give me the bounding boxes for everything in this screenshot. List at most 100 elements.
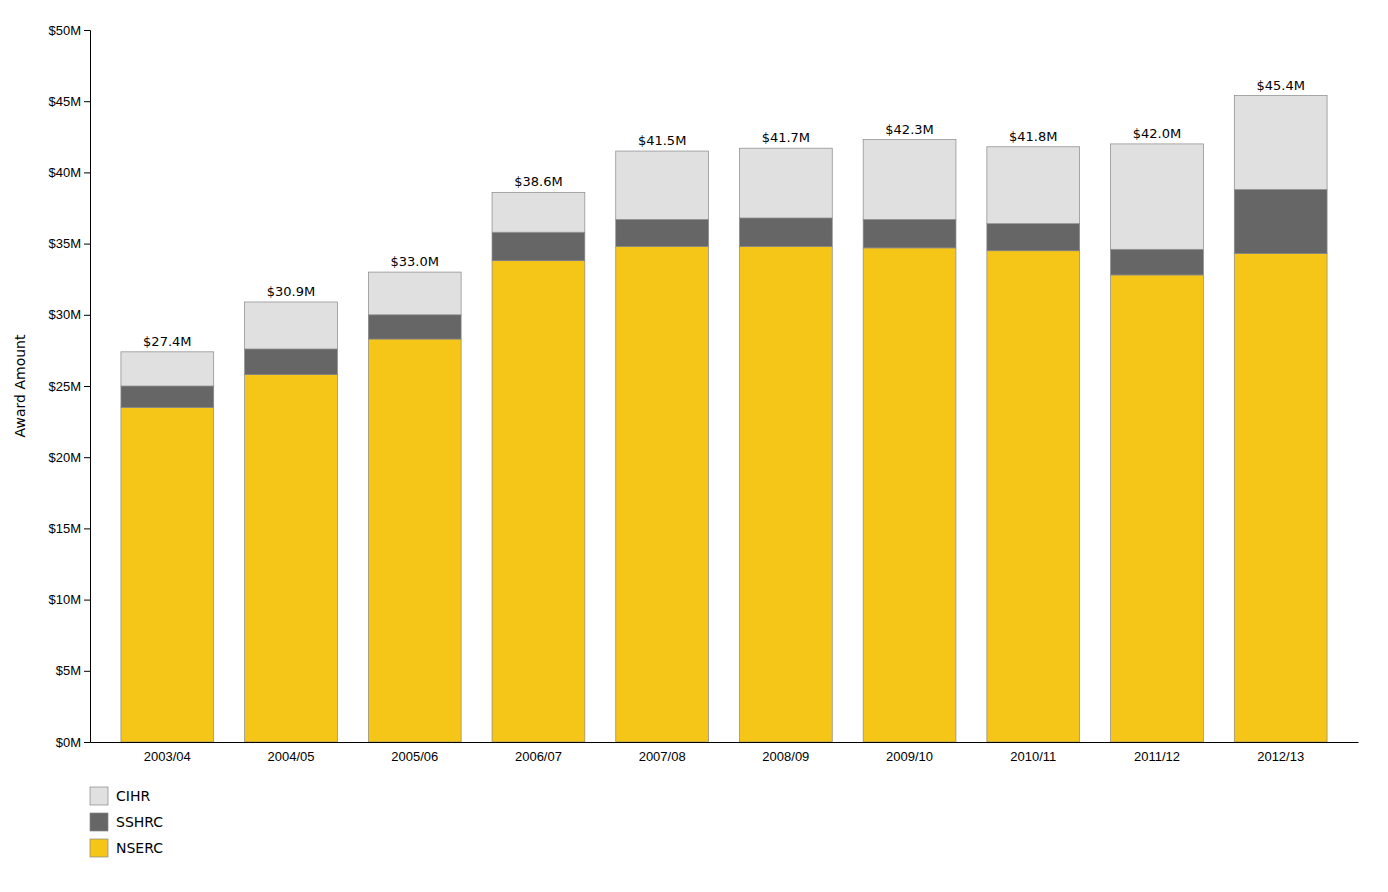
tick-mark bbox=[84, 244, 90, 245]
legend-item: NSERC bbox=[90, 839, 163, 857]
tick-label: 2004/05 bbox=[268, 749, 315, 764]
x-tick: 2009/10 bbox=[886, 749, 933, 764]
tick-mark bbox=[84, 30, 90, 31]
legend-item: SSHRC bbox=[90, 813, 163, 831]
bar bbox=[739, 148, 832, 218]
tick-label: 2007/08 bbox=[639, 749, 686, 764]
tick-mark bbox=[84, 386, 90, 387]
y-tick: $30M bbox=[48, 307, 90, 322]
tick-label: 2006/07 bbox=[515, 749, 562, 764]
bar bbox=[739, 218, 832, 246]
axis-line bbox=[91, 742, 1359, 743]
tick-label: 2005/06 bbox=[391, 749, 438, 764]
total-label: $42.0M bbox=[1133, 126, 1181, 141]
bar bbox=[616, 151, 709, 219]
bar bbox=[245, 349, 338, 375]
tick-label: $15M bbox=[48, 521, 81, 536]
bar bbox=[121, 386, 214, 407]
bar bbox=[863, 140, 956, 220]
tick-mark bbox=[84, 742, 90, 743]
y-tick: $10M bbox=[48, 592, 90, 607]
tick-mark bbox=[84, 315, 90, 316]
bar bbox=[863, 248, 956, 742]
x-tick: 2008/09 bbox=[762, 749, 809, 764]
x-tick: 2004/05 bbox=[268, 749, 315, 764]
total-label: $41.8M bbox=[1009, 129, 1057, 144]
tick-label: $30M bbox=[48, 307, 81, 322]
x-tick: 2003/04 bbox=[144, 749, 191, 764]
tick-label: 2012/13 bbox=[1257, 749, 1304, 764]
x-tick: 2005/06 bbox=[391, 749, 438, 764]
tick-mark bbox=[84, 101, 90, 102]
y-tick: $15M bbox=[48, 521, 90, 536]
bar bbox=[1234, 254, 1327, 742]
tick-label: $45M bbox=[48, 94, 81, 109]
tick-label: $25M bbox=[48, 379, 81, 394]
bars bbox=[121, 96, 1327, 742]
bar bbox=[245, 302, 338, 349]
y-axis: $0M $5M $10M $15M $20M $25M $30M $35M $40M $45M $5… bbox=[48, 23, 90, 750]
y-tick: $25M bbox=[48, 379, 90, 394]
tick-label: $20M bbox=[48, 450, 81, 465]
bar-series bbox=[121, 246, 1327, 742]
x-tick: 2006/07 bbox=[515, 749, 562, 764]
bar bbox=[616, 246, 709, 742]
tick-label: $40M bbox=[48, 165, 81, 180]
bar bbox=[121, 407, 214, 742]
bar bbox=[1111, 275, 1204, 742]
legend: CIHR SSHRC NSERC bbox=[90, 787, 163, 857]
x-axis: 2003/04 2004/05 2005/06 2006/07 2007/08 2008/… bbox=[91, 743, 1359, 765]
tick-mark bbox=[84, 528, 90, 529]
total-labels: $27.4M $30.9M $33.0M $38.6M $41.5M $41.7M $42.… bbox=[143, 78, 1305, 349]
y-axis-title: Award Amount bbox=[12, 334, 28, 437]
bar bbox=[863, 219, 956, 247]
y-tick: $20M bbox=[48, 450, 90, 465]
x-tick: 2012/13 bbox=[1257, 749, 1304, 764]
tick-label: $0M bbox=[56, 735, 81, 750]
y-tick: $5M bbox=[56, 663, 90, 678]
tick-label: 2008/09 bbox=[762, 749, 809, 764]
tick-label: 2003/04 bbox=[144, 749, 191, 764]
x-tick: 2011/12 bbox=[1134, 749, 1180, 764]
total-label: $41.7M bbox=[762, 130, 810, 145]
bar bbox=[1234, 189, 1327, 253]
total-label: $33.0M bbox=[391, 254, 439, 269]
bar bbox=[1234, 96, 1327, 190]
tick-label: $35M bbox=[48, 236, 81, 251]
bar bbox=[492, 261, 585, 742]
tick-mark bbox=[84, 671, 90, 672]
legend-swatch bbox=[90, 839, 108, 857]
tick-label: 2010/11 bbox=[1010, 749, 1056, 764]
tick-label: $5M bbox=[56, 663, 81, 678]
legend-swatch bbox=[90, 787, 108, 805]
total-label: $41.5M bbox=[638, 133, 686, 148]
bar bbox=[368, 339, 461, 742]
tick-label: 2011/12 bbox=[1134, 749, 1180, 764]
total-label: $27.4M bbox=[143, 334, 191, 349]
bar bbox=[368, 315, 461, 339]
total-label: $42.3M bbox=[885, 122, 933, 137]
bar bbox=[987, 147, 1080, 224]
total-label: $45.4M bbox=[1256, 78, 1304, 93]
bar bbox=[987, 224, 1080, 251]
bar-series bbox=[121, 96, 1327, 386]
total-label: $38.6M bbox=[514, 174, 562, 189]
bar bbox=[121, 352, 214, 386]
legend-label: NSERC bbox=[116, 840, 163, 856]
legend-label: SSHRC bbox=[116, 814, 163, 830]
y-tick: $50M bbox=[48, 23, 90, 38]
tick-label: 2009/10 bbox=[886, 749, 933, 764]
x-tick: 2007/08 bbox=[639, 749, 686, 764]
y-tick: $45M bbox=[48, 94, 90, 109]
y-tick: $40M bbox=[48, 165, 90, 180]
total-label: $30.9M bbox=[267, 284, 315, 299]
tick-label: $10M bbox=[48, 592, 81, 607]
y-tick: $35M bbox=[48, 236, 90, 251]
chart: $27.4M $30.9M $33.0M $38.6M $41.5M $41.7M $42.… bbox=[0, 0, 1388, 892]
axis-line bbox=[84, 31, 91, 743]
x-tick: 2010/11 bbox=[1010, 749, 1056, 764]
tick-mark bbox=[84, 457, 90, 458]
legend-item: CIHR bbox=[90, 787, 150, 805]
tick-mark bbox=[84, 600, 90, 601]
legend-label: CIHR bbox=[116, 788, 150, 804]
